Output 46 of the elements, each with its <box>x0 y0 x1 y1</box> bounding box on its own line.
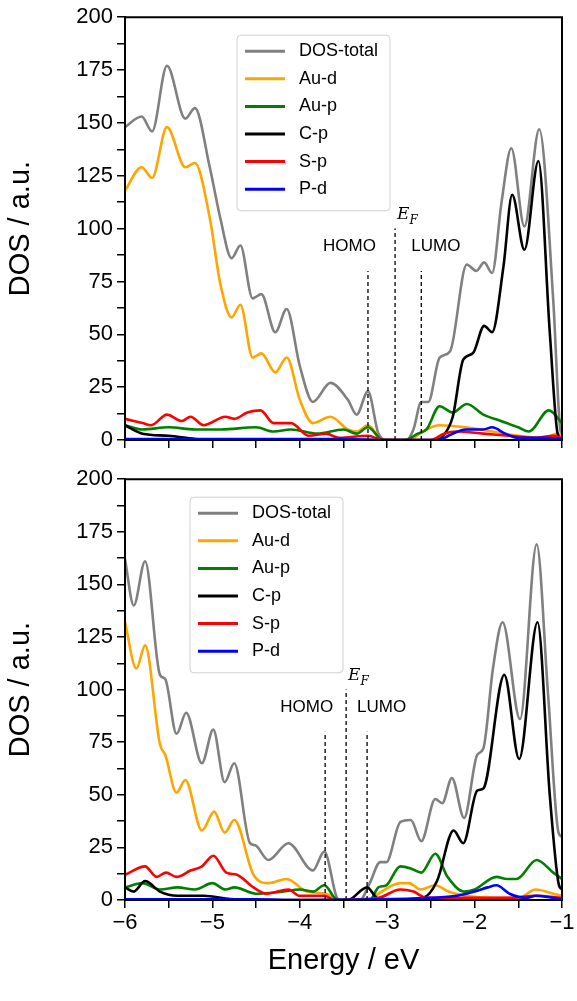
y-axis-title: DOS / a.u. <box>3 621 36 758</box>
legend-label: C-p <box>252 584 282 605</box>
x-tick-label: −1 <box>549 909 575 935</box>
y-tick-label: 0 <box>100 426 113 452</box>
legend-label: C-p <box>298 122 328 143</box>
legend-label: P-d <box>252 640 281 661</box>
y-tick-label: 175 <box>76 517 113 543</box>
y-axis-title: DOS / a.u. <box>3 160 36 297</box>
ref-line-label: HOMO <box>280 696 334 716</box>
x-tick-label: −6 <box>112 909 138 935</box>
legend-label: Au-p <box>252 557 291 578</box>
legend-label: Au-p <box>298 95 338 116</box>
line-series <box>125 409 562 440</box>
y-tick-label: 200 <box>76 465 113 491</box>
line-series <box>125 402 562 440</box>
y-tick-label: 125 <box>76 623 113 649</box>
y-tick-label: 50 <box>88 320 113 346</box>
y-tick-label: 150 <box>76 570 113 596</box>
y-tick-label: 100 <box>76 675 113 701</box>
y-tick-label: 75 <box>88 728 113 754</box>
y-tick-label: 150 <box>76 108 113 134</box>
legend-label: DOS-total <box>252 502 332 523</box>
legend-label: P-d <box>298 178 327 199</box>
legend-label: Au-d <box>298 67 338 88</box>
y-tick-label: 175 <box>76 56 113 82</box>
x-tick-label: −2 <box>462 909 488 935</box>
legend-label: S-p <box>298 150 327 171</box>
y-tick-label: 75 <box>88 267 113 293</box>
ref-line-label: LUMO <box>411 235 461 255</box>
ref-line-label: HOMO <box>323 235 376 255</box>
legend-label: Au-d <box>252 529 291 550</box>
y-tick-label: 25 <box>88 833 113 859</box>
x-tick-label: −5 <box>199 909 225 935</box>
x-tick-label: −3 <box>374 909 400 935</box>
y-tick-label: 0 <box>100 886 113 912</box>
y-tick-label: 25 <box>88 373 113 399</box>
y-tick-label: 50 <box>88 780 113 806</box>
line-series <box>125 64 562 440</box>
y-tick-label: 125 <box>76 161 113 187</box>
x-tick-label: −4 <box>287 909 313 935</box>
y-tick-label: 200 <box>76 3 113 29</box>
y-tick-label: 100 <box>76 214 113 240</box>
legend-label: DOS-total <box>298 40 379 61</box>
ref-line-label: LUMO <box>357 696 407 716</box>
legend-label: S-p <box>252 612 281 633</box>
x-axis-title: Energy / eV <box>267 942 420 975</box>
